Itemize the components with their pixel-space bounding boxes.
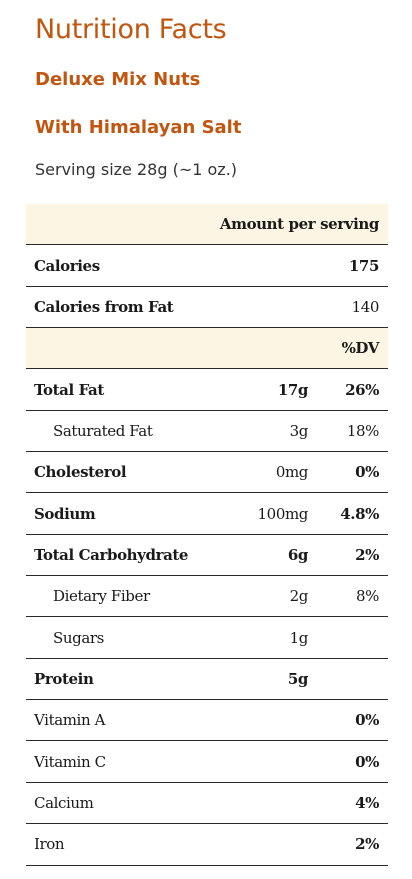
nutrient-row: Total Carbohydrate 6g 2%: [26, 535, 388, 577]
vitamin-name: Vitamin C: [34, 752, 106, 771]
vitamin-name: Iron: [34, 835, 65, 854]
nutrient-amount: 0mg: [275, 463, 309, 482]
product-name: Deluxe Mix Nuts: [35, 69, 201, 90]
amount-per-serving-header: Amount per serving: [219, 215, 380, 234]
vitamin-row: Iron 2%: [26, 824, 388, 866]
nutrient-row: Protein 5g: [26, 659, 388, 701]
nutrient-amount: 6g: [287, 545, 309, 564]
nutrient-dv: 2%: [355, 545, 379, 564]
nutrient-name: Total Carbohydrate: [34, 545, 189, 564]
calories-value: 175: [348, 256, 380, 275]
vitamin-row: Calcium 4%: [26, 783, 388, 825]
calories-from-fat-value: 140: [351, 297, 380, 316]
nutrient-row: Total Fat 17g 26%: [26, 369, 388, 411]
nutrient-name: Cholesterol: [34, 463, 127, 482]
nutrient-dv: 4.8%: [340, 504, 379, 523]
vitamin-dv: 2%: [355, 835, 379, 854]
nutrient-amount: 1g: [289, 628, 309, 647]
vitamin-row: Vitamin C 0%: [26, 741, 388, 783]
nutrient-name: Protein: [34, 669, 94, 688]
nutrient-amount: 2g: [289, 587, 309, 606]
nutrition-table: Amount per serving Calories 175 Calories…: [26, 204, 388, 866]
nutrient-amount: 100mg: [257, 504, 309, 523]
serving-size: Serving size 28g (~1 oz.): [35, 160, 238, 179]
nutrient-name: Saturated Fat: [53, 421, 153, 440]
nutrient-amount: 3g: [289, 421, 309, 440]
nutrient-name: Dietary Fiber: [53, 587, 150, 606]
nutrient-amount: 17g: [277, 380, 309, 399]
calories-from-fat-label: Calories from Fat: [34, 297, 174, 316]
vitamin-name: Vitamin A: [34, 711, 106, 730]
nutrient-row: Saturated Fat 3g 18%: [26, 411, 388, 453]
nutrient-row: Cholesterol 0mg 0%: [26, 452, 388, 494]
nutrient-name: Sodium: [34, 504, 96, 523]
nutrient-dv: 0%: [355, 463, 379, 482]
vitamin-row: Vitamin A 0%: [26, 700, 388, 742]
nutrient-amount: 5g: [287, 669, 309, 688]
vitamin-dv: 0%: [355, 752, 379, 771]
vitamin-dv: 0%: [355, 711, 379, 730]
nutrient-dv: 8%: [356, 587, 379, 606]
nutrient-name: Total Fat: [34, 380, 104, 399]
nutrient-row: Dietary Fiber 2g 8%: [26, 576, 388, 618]
dv-header-row: %DV: [26, 328, 388, 370]
dv-header: %DV: [341, 339, 380, 358]
vitamin-name: Calcium: [34, 793, 94, 812]
calories-from-fat-row: Calories from Fat 140: [26, 287, 388, 329]
vitamin-dv: 4%: [355, 793, 379, 812]
nutrient-name: Sugars: [53, 628, 104, 647]
nutrient-dv: 18%: [346, 421, 380, 440]
amount-per-serving-row: Amount per serving: [26, 204, 388, 246]
nutrient-row: Sodium 100mg 4.8%: [26, 493, 388, 535]
product-variant: With Himalayan Salt: [35, 117, 242, 138]
calories-label: Calories: [34, 256, 100, 275]
label-title: Nutrition Facts: [35, 14, 227, 45]
nutrient-row: Sugars 1g: [26, 617, 388, 659]
calories-row: Calories 175: [26, 245, 388, 287]
nutrient-dv: 26%: [345, 380, 379, 399]
